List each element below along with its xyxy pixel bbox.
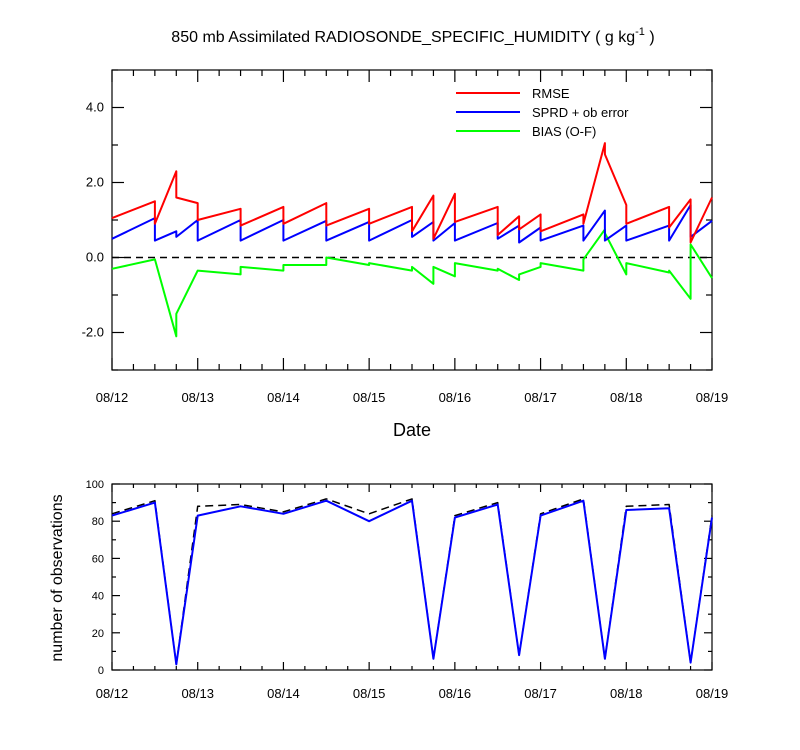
y-tick-label: -2.0: [82, 325, 104, 340]
x-tick-label: 08/16: [439, 390, 472, 405]
x-tick-label: 08/12: [96, 390, 129, 405]
x-tick-label: 08/12: [96, 686, 129, 701]
x-tick-label: 08/16: [439, 686, 472, 701]
y-tick-label: 40: [92, 591, 104, 603]
x-tick-label: 08/13: [181, 686, 214, 701]
y-tick-label: 60: [92, 553, 104, 565]
x-tick-label: 08/14: [267, 686, 300, 701]
legend-label-sprd: SPRD + ob error: [532, 105, 629, 120]
x-tick-label: 08/18: [610, 390, 643, 405]
y-tick-label: 80: [92, 516, 104, 528]
x-tick-label: 08/13: [181, 390, 214, 405]
top-chart-title: 850 mb Assimilated RADIOSONDE_SPECIFIC_H…: [171, 26, 654, 46]
top-chart-title-end: ): [645, 29, 655, 46]
y-tick-label: 0.0: [86, 250, 104, 265]
top-legend: RMSE SPRD + ob error BIAS (O-F): [456, 86, 629, 139]
x-tick-label: 08/15: [353, 390, 386, 405]
x-tick-label: 08/17: [524, 390, 557, 405]
series-line-rmse: [111, 142, 713, 244]
x-tick-label: 08/19: [696, 686, 729, 701]
series-line-obs-possible: [111, 498, 713, 666]
top-chart-title-exponent: -1: [635, 26, 645, 38]
top-chart-title-main: 850 mb Assimilated RADIOSONDE_SPECIFIC_H…: [171, 29, 635, 46]
plot-frame: [111, 483, 713, 671]
legend-label-rmse: RMSE: [532, 86, 570, 101]
series-line-sprd-ob-error: [111, 204, 713, 244]
x-tick-label: 08/14: [267, 390, 300, 405]
x-tick-label: 08/19: [696, 390, 729, 405]
x-tick-label: 08/17: [524, 686, 557, 701]
series-line-bias-o-f: [111, 228, 713, 338]
y-tick-label: 2.0: [86, 175, 104, 190]
x-tick-label: 08/18: [610, 686, 643, 701]
top-x-axis-title: Date: [393, 420, 431, 440]
y-tick-label: 4.0: [86, 100, 104, 115]
y-tick-label: 20: [92, 628, 104, 640]
legend-label-bias: BIAS (O-F): [532, 124, 596, 139]
y-tick-label: 100: [86, 479, 104, 491]
series-line-obs-used: [111, 499, 713, 666]
top-plot-area: -2.0 0.0 2.0 4.0 08/12 08/13 08/14 08/15 08/16 08…: [82, 69, 729, 405]
bottom-plot-area: 0 20 40 60 80 100 08/12 08/13 08/14 08/15 08/16 08/…: [86, 479, 729, 701]
x-tick-label: 08/15: [353, 686, 386, 701]
bottom-y-axis-title: number of observations: [49, 494, 66, 661]
y-tick-label: 0: [98, 665, 104, 677]
